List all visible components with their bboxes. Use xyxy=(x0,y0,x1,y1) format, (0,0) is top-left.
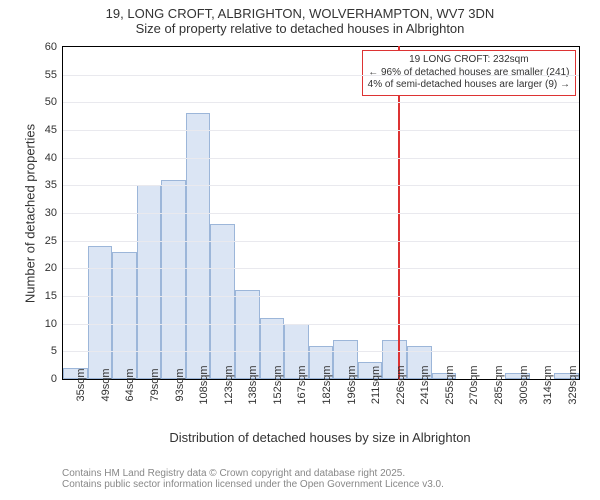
x-axis-label: Distribution of detached houses by size … xyxy=(62,430,578,445)
gridline-h xyxy=(63,296,579,297)
y-tick-label: 40 xyxy=(45,152,57,164)
gridline-h xyxy=(63,351,579,352)
y-tick-label: 55 xyxy=(45,69,57,81)
bar xyxy=(210,224,235,379)
footer-line-2: Contains public sector information licen… xyxy=(62,479,444,490)
x-tick-label: 152sqm xyxy=(272,365,284,404)
x-tick-label: 255sqm xyxy=(444,365,456,404)
gridline-h xyxy=(63,185,579,186)
x-tick-label: 226sqm xyxy=(395,365,407,404)
y-tick-label: 60 xyxy=(45,41,57,53)
bar xyxy=(186,113,211,379)
bar xyxy=(88,246,113,379)
x-tick-label: 108sqm xyxy=(198,365,210,404)
bar xyxy=(137,185,162,379)
y-tick-label: 45 xyxy=(45,124,57,136)
annotation-line-3: 4% of semi-detached houses are larger (9… xyxy=(368,79,570,92)
x-tick-label: 329sqm xyxy=(567,365,579,404)
chart-title: 19, LONG CROFT, ALBRIGHTON, WOLVERHAMPTO… xyxy=(0,0,600,36)
y-tick-label: 30 xyxy=(45,207,57,219)
gridline-h xyxy=(63,75,579,76)
title-line-2: Size of property relative to detached ho… xyxy=(0,21,600,36)
y-tick-label: 35 xyxy=(45,179,57,191)
chart-container: 19, LONG CROFT, ALBRIGHTON, WOLVERHAMPTO… xyxy=(0,0,600,500)
annotation-box: 19 LONG CROFT: 232sqm ← 96% of detached … xyxy=(362,50,576,96)
y-tick-label: 5 xyxy=(51,345,57,357)
x-tick-label: 49sqm xyxy=(100,368,112,401)
x-tick-label: 196sqm xyxy=(346,365,358,404)
x-tick-label: 182sqm xyxy=(321,365,333,404)
x-tick-label: 314sqm xyxy=(542,365,554,404)
footer-note: Contains HM Land Registry data © Crown c… xyxy=(62,468,444,490)
bar xyxy=(161,180,186,379)
x-tick-label: 300sqm xyxy=(518,365,530,404)
gridline-h xyxy=(63,158,579,159)
y-tick-label: 50 xyxy=(45,96,57,108)
x-tick-label: 123sqm xyxy=(223,365,235,404)
x-tick-label: 64sqm xyxy=(124,368,136,401)
x-tick-label: 167sqm xyxy=(296,365,308,404)
x-tick-label: 79sqm xyxy=(149,368,161,401)
title-line-1: 19, LONG CROFT, ALBRIGHTON, WOLVERHAMPTO… xyxy=(0,6,600,21)
plot-area: 19 LONG CROFT: 232sqm ← 96% of detached … xyxy=(62,46,580,380)
gridline-h xyxy=(63,324,579,325)
y-tick-label: 10 xyxy=(45,318,57,330)
gridline-h xyxy=(63,268,579,269)
x-tick-label: 211sqm xyxy=(370,366,382,404)
x-tick-label: 270sqm xyxy=(468,365,480,404)
gridline-h xyxy=(63,241,579,242)
y-tick-label: 15 xyxy=(45,290,57,302)
y-tick-label: 0 xyxy=(51,373,57,385)
footer-line-1: Contains HM Land Registry data © Crown c… xyxy=(62,468,444,479)
annotation-line-1: 19 LONG CROFT: 232sqm xyxy=(368,54,570,67)
gridline-h xyxy=(63,102,579,103)
annotation-line-2: ← 96% of detached houses are smaller (24… xyxy=(368,67,570,80)
gridline-h xyxy=(63,130,579,131)
gridline-h xyxy=(63,213,579,214)
x-tick-label: 138sqm xyxy=(247,365,259,404)
x-tick-label: 285sqm xyxy=(493,365,505,404)
bar xyxy=(112,252,137,379)
x-tick-label: 93sqm xyxy=(174,368,186,401)
y-axis-label: Number of detached properties xyxy=(23,114,38,314)
y-tick-label: 25 xyxy=(45,235,57,247)
x-tick-label: 35sqm xyxy=(75,368,87,401)
x-tick-label: 241sqm xyxy=(419,365,431,404)
y-tick-label: 20 xyxy=(45,262,57,274)
